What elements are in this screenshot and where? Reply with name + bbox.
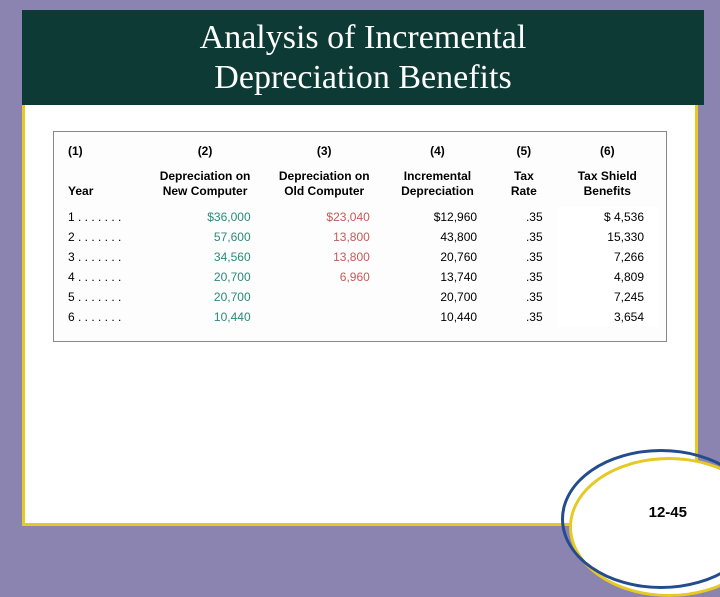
col-label-2: Depreciation onOld Computer bbox=[265, 167, 384, 207]
depreciation-table: (1)(2)(3)(4)(5)(6) YearDepreciation onNe… bbox=[62, 142, 658, 327]
col-label-0: Year bbox=[62, 167, 145, 207]
col-num-0: (1) bbox=[62, 142, 145, 167]
cell bbox=[265, 307, 384, 327]
cell: 13,800 bbox=[265, 227, 384, 247]
cell: .35 bbox=[491, 307, 557, 327]
col-num-2: (3) bbox=[265, 142, 384, 167]
cell: .35 bbox=[491, 247, 557, 267]
cell: 6 . . . . . . . bbox=[62, 307, 145, 327]
col-label-5: Tax ShieldBenefits bbox=[557, 167, 658, 207]
cell: $36,000 bbox=[145, 207, 264, 227]
cell: 20,700 bbox=[145, 267, 264, 287]
cell: 20,700 bbox=[384, 287, 491, 307]
cell: $23,040 bbox=[265, 207, 384, 227]
cell: 10,440 bbox=[145, 307, 264, 327]
table-row: 5 . . . . . . .20,70020,700.357,245 bbox=[62, 287, 658, 307]
col-label-3: IncrementalDepreciation bbox=[384, 167, 491, 207]
cell: 20,700 bbox=[145, 287, 264, 307]
cell: .35 bbox=[491, 227, 557, 247]
cell: 7,266 bbox=[557, 247, 658, 267]
page-number: 12-45 bbox=[649, 504, 687, 521]
cell: 2 . . . . . . . bbox=[62, 227, 145, 247]
cell: 7,245 bbox=[557, 287, 658, 307]
table-row: 6 . . . . . . .10,44010,440.353,654 bbox=[62, 307, 658, 327]
table-row: 2 . . . . . . .57,60013,80043,800.3515,3… bbox=[62, 227, 658, 247]
cell: .35 bbox=[491, 287, 557, 307]
cell bbox=[265, 287, 384, 307]
cell: 13,800 bbox=[265, 247, 384, 267]
cell: 15,330 bbox=[557, 227, 658, 247]
cell: 3,654 bbox=[557, 307, 658, 327]
cell: .35 bbox=[491, 267, 557, 287]
col-num-1: (2) bbox=[145, 142, 264, 167]
table-row: 3 . . . . . . .34,56013,80020,760.357,26… bbox=[62, 247, 658, 267]
cell: $12,960 bbox=[384, 207, 491, 227]
cell: 6,960 bbox=[265, 267, 384, 287]
cell: 57,600 bbox=[145, 227, 264, 247]
cell: 34,560 bbox=[145, 247, 264, 267]
depreciation-table-container: (1)(2)(3)(4)(5)(6) YearDepreciation onNe… bbox=[53, 131, 667, 342]
cell: 20,760 bbox=[384, 247, 491, 267]
cell: .35 bbox=[491, 207, 557, 227]
cell: 4 . . . . . . . bbox=[62, 267, 145, 287]
col-num-3: (4) bbox=[384, 142, 491, 167]
col-num-4: (5) bbox=[491, 142, 557, 167]
corner-decoration: 12-45 bbox=[551, 459, 701, 529]
slide-title: Analysis of IncrementalDepreciation Bene… bbox=[200, 18, 527, 96]
col-label-4: TaxRate bbox=[491, 167, 557, 207]
col-label-1: Depreciation onNew Computer bbox=[145, 167, 264, 207]
cell: 43,800 bbox=[384, 227, 491, 247]
title-band: Analysis of IncrementalDepreciation Bene… bbox=[22, 10, 704, 105]
cell: 10,440 bbox=[384, 307, 491, 327]
col-num-5: (6) bbox=[557, 142, 658, 167]
corner-arc-outer bbox=[561, 449, 720, 589]
table-row: 4 . . . . . . .20,7006,96013,740.354,809 bbox=[62, 267, 658, 287]
cell: 3 . . . . . . . bbox=[62, 247, 145, 267]
slide-frame: Analysis of IncrementalDepreciation Bene… bbox=[22, 10, 698, 526]
cell: $ 4,536 bbox=[557, 207, 658, 227]
table-row: 1 . . . . . . .$36,000$23,040$12,960.35$… bbox=[62, 207, 658, 227]
cell: 1 . . . . . . . bbox=[62, 207, 145, 227]
cell: 5 . . . . . . . bbox=[62, 287, 145, 307]
cell: 13,740 bbox=[384, 267, 491, 287]
cell: 4,809 bbox=[557, 267, 658, 287]
